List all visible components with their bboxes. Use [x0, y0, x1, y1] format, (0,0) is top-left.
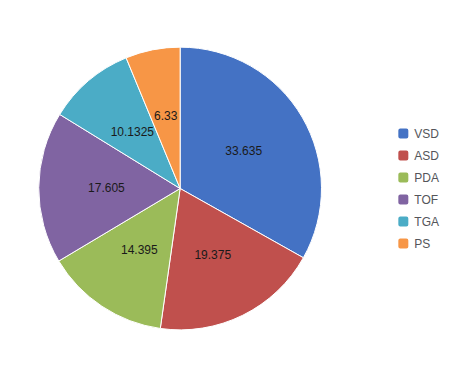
svg-text:VSD: VSD	[414, 127, 439, 141]
svg-text:ASD: ASD	[414, 149, 439, 163]
svg-text:17.605: 17.605	[88, 181, 125, 195]
svg-text:PDA: PDA	[414, 171, 439, 185]
svg-text:10.1325: 10.1325	[111, 125, 155, 139]
svg-text:19.375: 19.375	[194, 248, 231, 262]
svg-text:6.33: 6.33	[154, 109, 178, 123]
svg-text:TGA: TGA	[414, 215, 439, 229]
svg-text:TOF: TOF	[414, 193, 438, 207]
svg-text:33.635: 33.635	[225, 144, 262, 158]
svg-text:PS: PS	[414, 237, 430, 251]
svg-text:14.395: 14.395	[121, 243, 158, 257]
